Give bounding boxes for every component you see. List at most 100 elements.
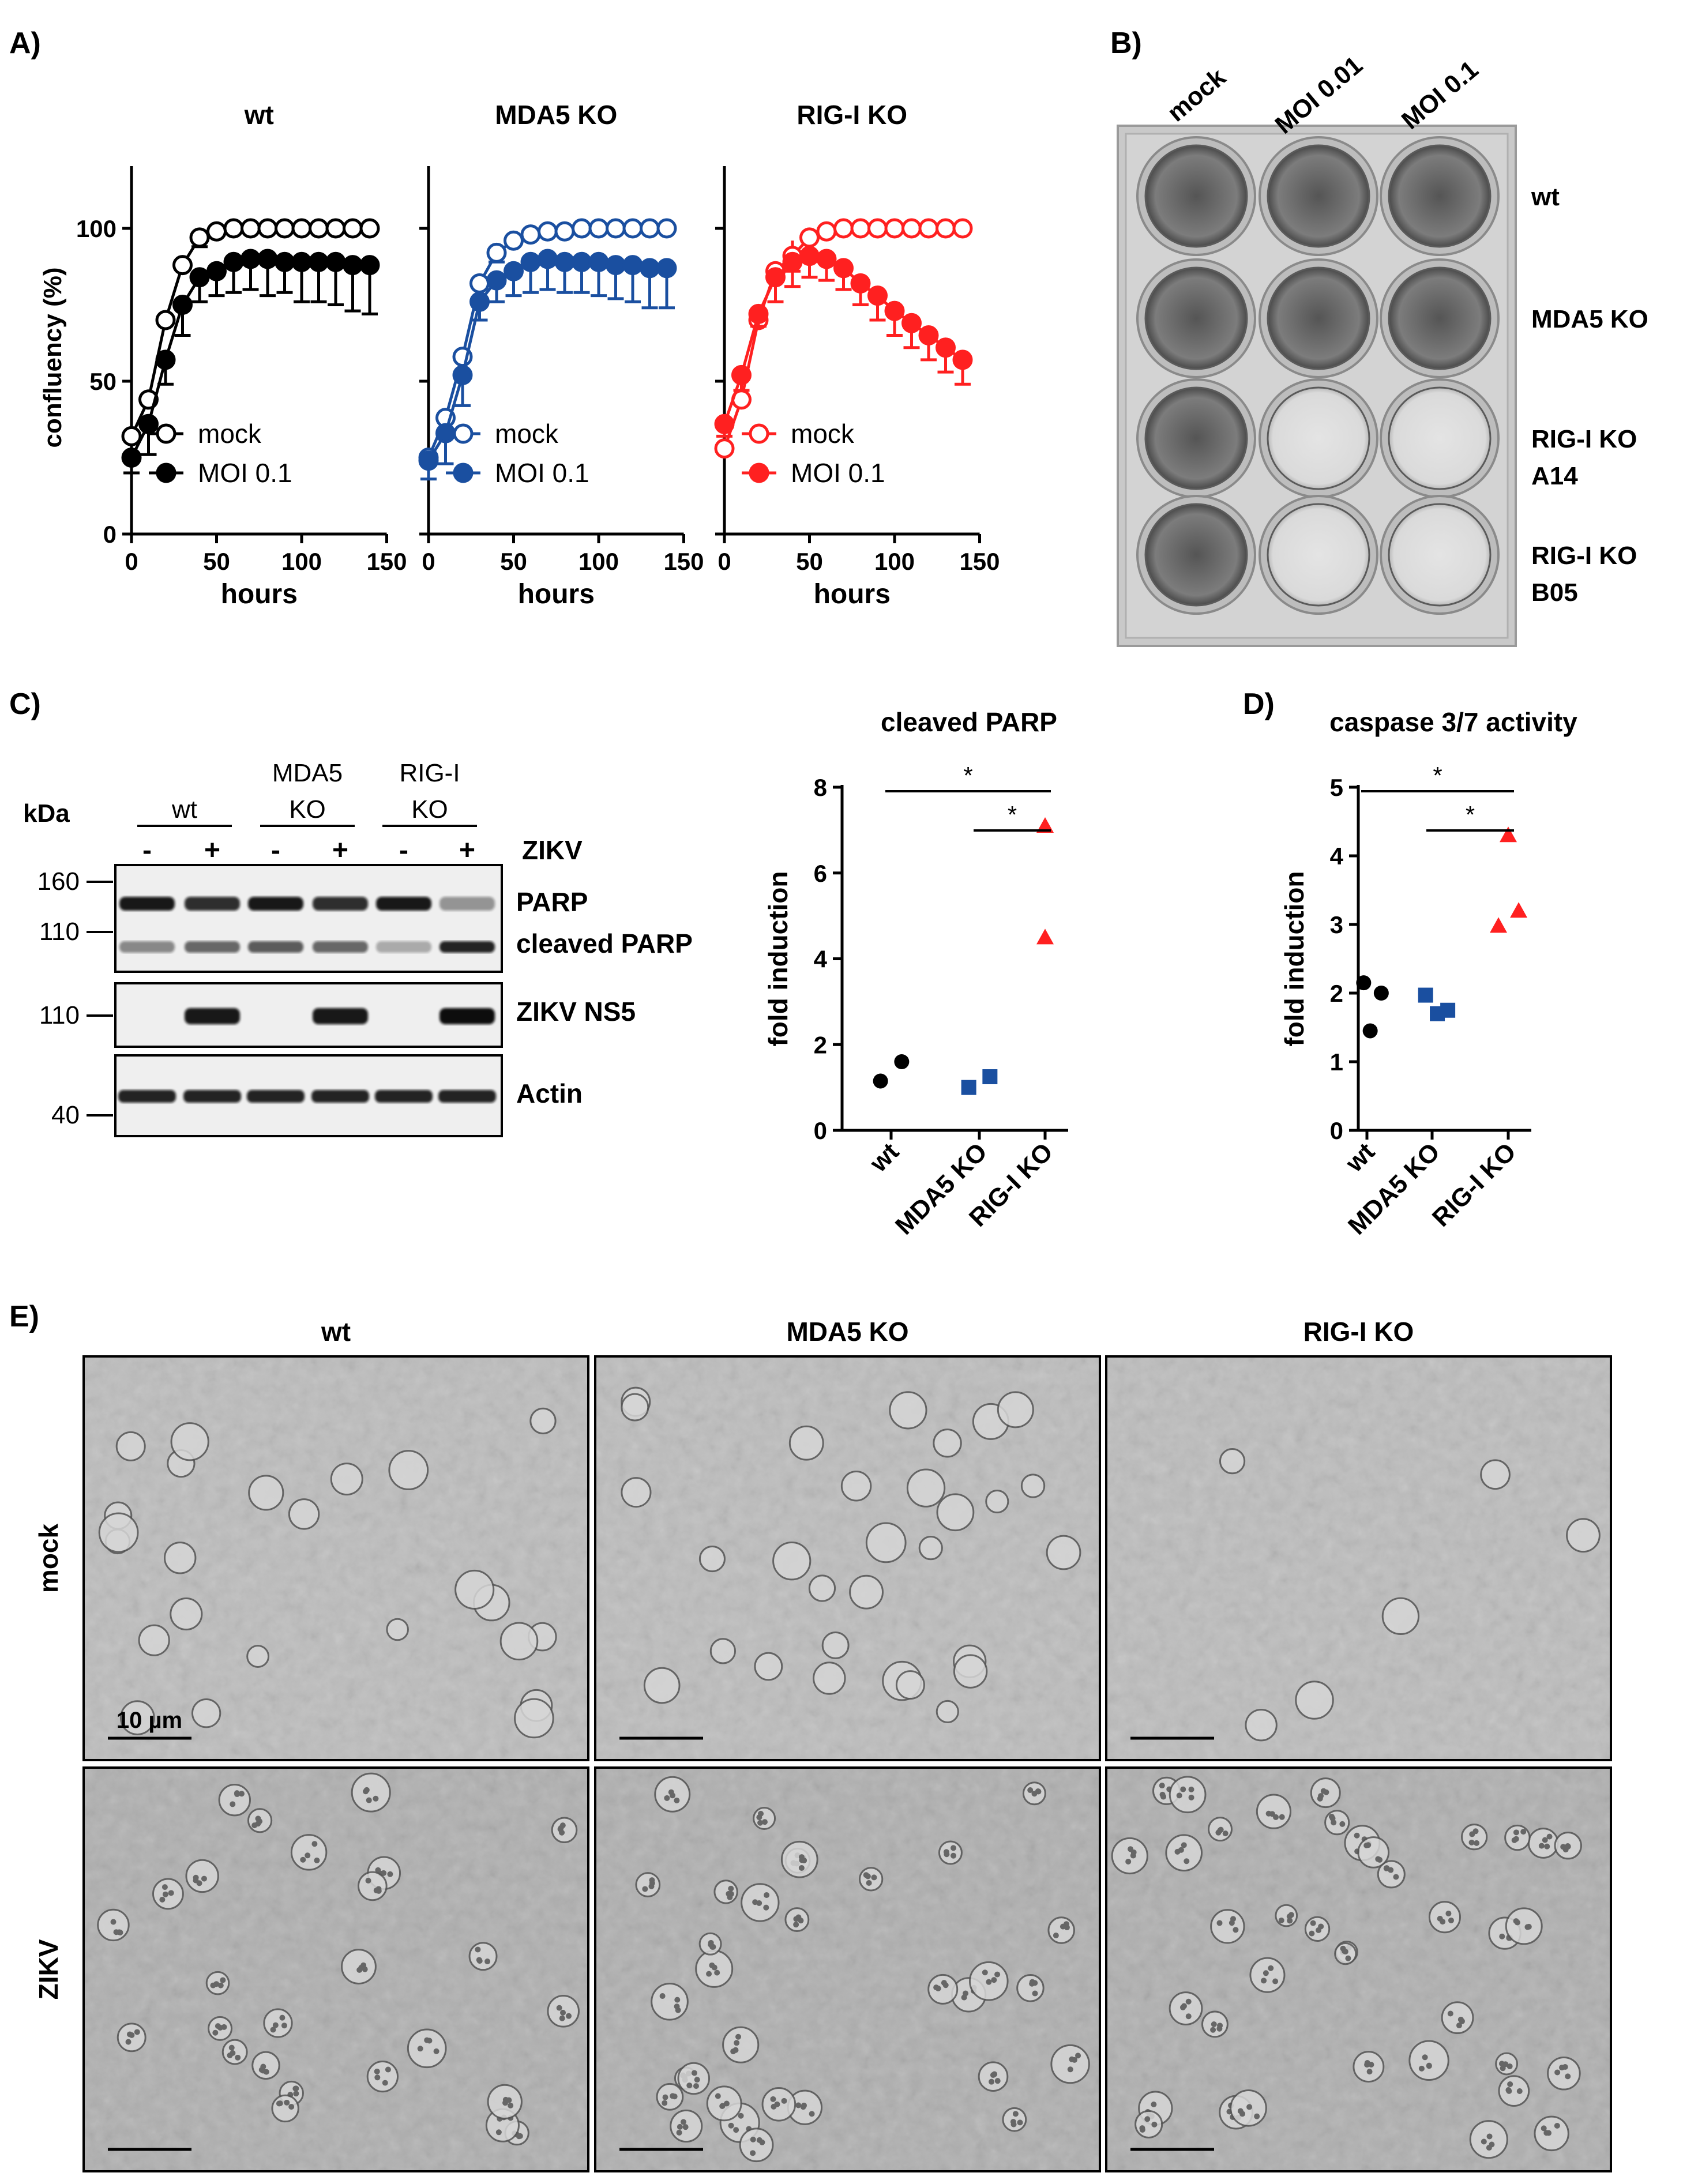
cell [551,1817,578,1844]
cell-granule [1456,2023,1462,2029]
cell-granule [941,1980,947,1986]
micrograph-texture [595,1768,1100,2171]
panel-a-subplot-title: RIG-I KO [797,100,907,130]
cell [119,1700,155,1735]
cell [895,1670,925,1700]
cell-granule [1159,1791,1166,1798]
cell-granule [1176,1792,1182,1799]
cell [985,1490,1009,1514]
panel-a-label: A) [9,27,41,60]
cell [248,1475,284,1511]
data-point [640,218,660,239]
data-point [918,218,939,239]
cell-granule [723,2100,730,2107]
cell-granule [272,2022,279,2028]
cell [97,1908,130,1942]
data-point [504,230,524,251]
cell-granule [1067,2066,1073,2073]
cell-granule [212,2029,219,2036]
cell-granule [1188,1794,1194,1800]
cell-granule [1538,1843,1545,1849]
data-point [275,218,295,239]
cell-granule [385,2066,391,2073]
cell-granule [1422,2054,1428,2061]
data-point [782,251,803,272]
data-point [656,258,677,279]
cell [1165,1834,1203,1872]
cell-granule [1481,2138,1487,2145]
cell [271,2094,299,2123]
cell [1505,1907,1543,1945]
data-point [714,438,735,459]
cell-granule [288,2104,295,2110]
micrograph-column-label: wt [321,1317,351,1347]
x-tick-label: 50 [500,548,527,575]
cell-granule [230,1801,236,1807]
data-point [343,255,363,276]
micrograph-column-label: MDA5 KO [786,1317,908,1347]
data-point [799,246,820,266]
data-point [554,221,575,242]
band-zikv-ns5 [439,1008,495,1024]
cell-granule [694,2077,700,2083]
plate-row-label: wt [1531,183,1560,211]
cell-granule [1151,2101,1157,2107]
cell [889,1391,927,1430]
well-stained [1144,144,1248,248]
data-point [520,224,541,245]
cell-granule [1286,1914,1293,1920]
cell-granule [1418,2065,1425,2072]
panel-e-label: E) [9,1300,39,1333]
cell-granule [238,1791,245,1797]
cell [1047,1916,1075,1944]
data-point [359,218,380,239]
data-point [748,303,769,324]
cell [468,1942,498,1971]
cell-granule [375,1886,382,1892]
cell-granule [642,1886,648,1892]
cell-granule [1032,1990,1038,1997]
cell [1469,2120,1508,2159]
cell-granule [1317,1795,1323,1802]
cell [138,1624,170,1656]
cell [1428,1901,1462,1934]
band-parp [313,897,368,911]
cell-granule [1053,1933,1059,1939]
x-tick-label: 150 [366,548,407,575]
well-stained [1388,144,1492,248]
cell-granule [1032,1980,1038,1986]
cell-granule [387,1871,393,1877]
y-tick-label: 4 [814,946,828,973]
cell-granule [1320,1788,1327,1794]
cell-granule [728,1885,734,1892]
cell-granule [193,1874,199,1881]
lane-sign: + [204,835,220,866]
cell-granule [1365,1842,1372,1848]
cell-granule [1486,2145,1492,2151]
cell-granule [217,1982,224,1988]
micrograph-frame [82,1766,589,2172]
x-tick-label: 100 [578,548,619,575]
data-point [850,273,871,294]
x-tick-label: 150 [959,548,1000,575]
cell [1480,1459,1511,1490]
cell-granule [732,2047,739,2053]
cell [621,1477,652,1508]
cell-granule [727,1894,733,1900]
cell-granule [1273,1814,1279,1820]
y-tick-label: 2 [1330,980,1343,1007]
band-actin [183,1090,241,1103]
well-cleared [1267,503,1370,607]
blot-label: cleaved PARP [516,929,693,958]
cell-granule [1184,1858,1190,1865]
data-point [936,218,956,239]
data-point [138,414,159,434]
micrograph-column-label: RIG-I KO [1303,1317,1414,1347]
x-category-label: RIG-I KO [1427,1137,1522,1232]
micrograph-texture [84,1356,588,1760]
y-tick-label: 3 [1330,911,1343,938]
point-triangle [1500,826,1517,843]
data-point [359,255,380,276]
